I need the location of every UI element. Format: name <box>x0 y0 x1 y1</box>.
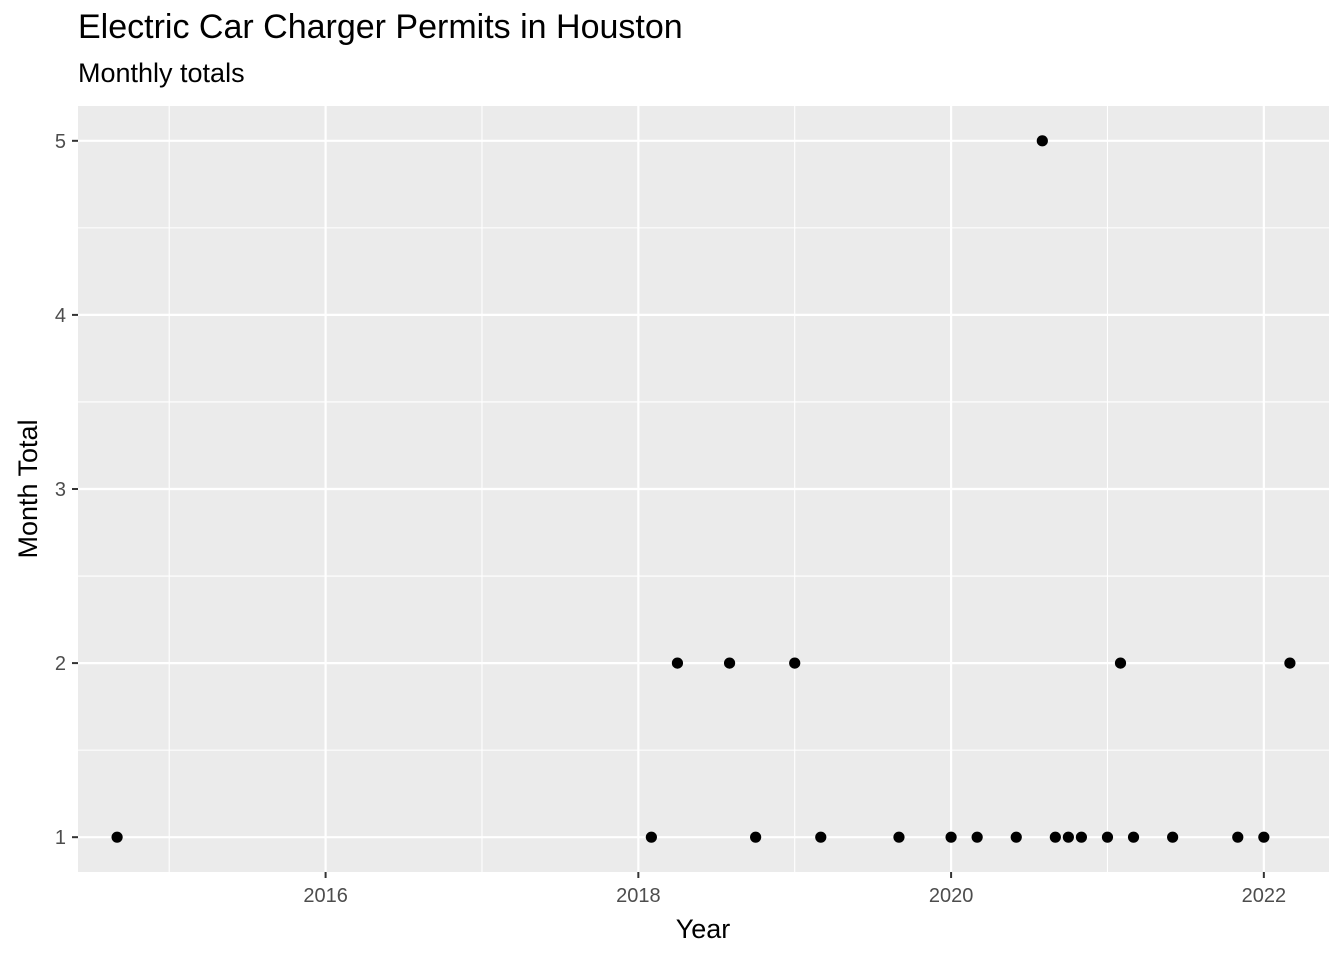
data-point <box>1114 657 1127 669</box>
x-tick-label: 2018 <box>616 885 661 907</box>
y-tick-label: 4 <box>55 305 66 327</box>
data-point <box>1101 831 1114 843</box>
y-tick-label: 2 <box>55 653 66 675</box>
data-point <box>1284 657 1296 669</box>
data-point <box>1049 831 1061 843</box>
x-axis-title: Year <box>676 914 731 944</box>
data-point <box>971 831 983 843</box>
data-point <box>1167 831 1179 843</box>
x-tick-label: 2022 <box>1242 885 1287 907</box>
data-point <box>1075 831 1088 843</box>
y-tick-label: 1 <box>55 827 66 849</box>
data-point <box>1127 831 1140 843</box>
chart-title: Electric Car Charger Permits in Houston <box>78 8 683 46</box>
chart-subtitle: Monthly totals <box>78 58 245 88</box>
data-point <box>789 657 801 669</box>
data-point <box>1062 831 1074 843</box>
x-axis: 2016 2018 2020 2022 <box>303 872 1286 907</box>
y-axis-title: Month Total <box>13 419 43 558</box>
data-point <box>111 831 123 843</box>
data-point <box>1232 831 1244 843</box>
y-axis: 1 2 3 4 5 <box>55 131 78 849</box>
y-tick-label: 3 <box>55 479 66 501</box>
data-point <box>645 831 657 843</box>
y-tick-label: 5 <box>55 131 66 153</box>
data-point <box>1258 831 1270 843</box>
data-points <box>111 135 1296 843</box>
x-tick-label: 2020 <box>929 885 974 907</box>
x-tick-label: 2016 <box>303 885 348 907</box>
data-point <box>1036 135 1048 147</box>
data-point <box>671 657 684 669</box>
data-point <box>945 831 957 843</box>
data-point <box>1010 831 1022 843</box>
data-point <box>815 831 827 843</box>
data-point <box>893 831 905 843</box>
data-point <box>750 831 762 843</box>
data-point <box>723 657 736 669</box>
